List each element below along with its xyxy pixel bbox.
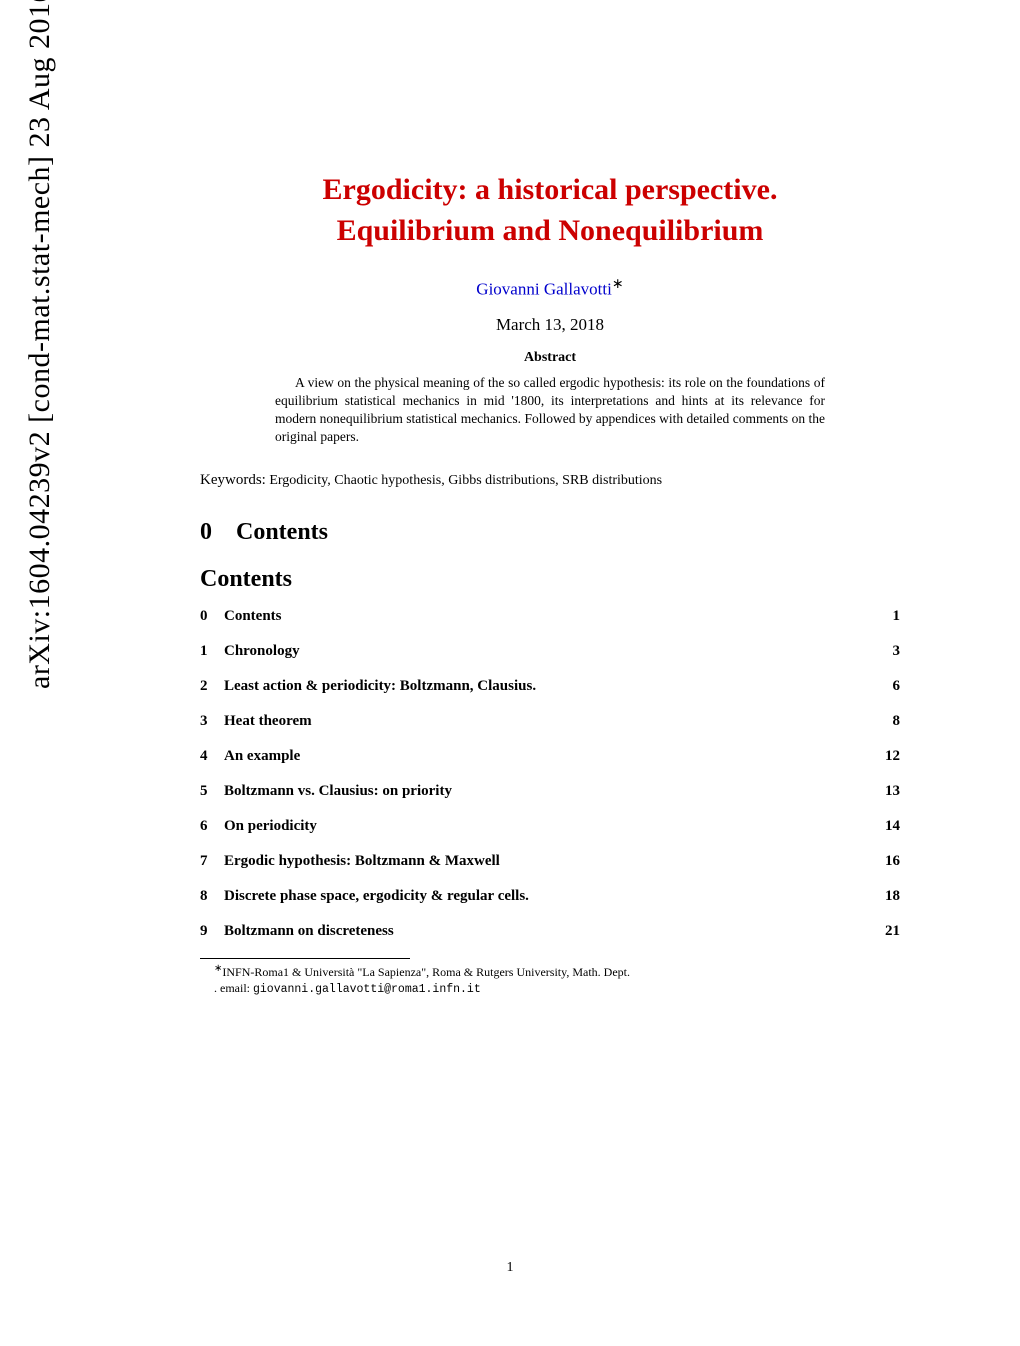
toc-entry-number: 5 — [200, 783, 224, 800]
toc-entry-number: 2 — [200, 678, 224, 695]
section-number: 0 — [200, 519, 212, 545]
toc-entry-page: 1 — [870, 608, 900, 625]
toc-entry-page: 12 — [870, 748, 900, 765]
toc-entry-title: Boltzmann on discreteness — [224, 923, 870, 940]
toc-entry-title: Boltzmann vs. Clausius: on priority — [224, 783, 870, 800]
keywords-label: Keywords: — [200, 472, 266, 488]
page-number: 1 — [0, 1260, 1020, 1276]
footnote-separator — [200, 958, 410, 959]
toc-entry-title: On periodicity — [224, 818, 870, 835]
footnote-text: INFN-Roma1 & Università "La Sapienza", R… — [222, 965, 630, 979]
arxiv-identifier: arXiv:1604.04239v2 [cond-mat.stat-mech] … — [23, 0, 57, 689]
toc-entry-page: 18 — [870, 888, 900, 905]
footnote-email-label: . email: — [214, 981, 253, 995]
table-of-contents: 0 Contents 1 1 Chronology 3 2 Least acti… — [200, 608, 900, 940]
paper-date: March 13, 2018 — [200, 315, 900, 335]
abstract-heading: Abstract — [200, 350, 900, 366]
toc-entry[interactable]: 5 Boltzmann vs. Clausius: on priority 13 — [200, 783, 900, 800]
section-title: Contents — [236, 519, 328, 545]
toc-entry-page: 6 — [870, 678, 900, 695]
toc-entry-page: 8 — [870, 713, 900, 730]
toc-entry[interactable]: 9 Boltzmann on discreteness 21 — [200, 923, 900, 940]
toc-entry-number: 8 — [200, 888, 224, 905]
toc-entry[interactable]: 3 Heat theorem 8 — [200, 713, 900, 730]
toc-entry-title: Discrete phase space, ergodicity & regul… — [224, 888, 870, 905]
toc-entry-page: 3 — [870, 643, 900, 660]
toc-entry-number: 1 — [200, 643, 224, 660]
toc-entry-number: 9 — [200, 923, 224, 940]
page-content: Ergodicity: a historical perspective. Eq… — [200, 0, 900, 998]
toc-entry-page: 14 — [870, 818, 900, 835]
keywords-text: Ergodicity, Chaotic hypothesis, Gibbs di… — [266, 473, 662, 488]
abstract-body: A view on the physical meaning of the so… — [275, 374, 825, 447]
toc-entry-title: Heat theorem — [224, 713, 870, 730]
footnote-email-address: giovanni.gallavotti@roma1.infn.it — [253, 983, 481, 996]
toc-entry-page: 21 — [870, 923, 900, 940]
title-line-2: Equilibrium and Nonequilibrium — [337, 214, 764, 247]
author-footnote-marker: ∗ — [612, 276, 624, 292]
toc-entry-page: 16 — [870, 853, 900, 870]
toc-entry-title: Chronology — [224, 643, 870, 660]
toc-entry-number: 3 — [200, 713, 224, 730]
title-line-1: Ergodicity: a historical perspective. — [323, 173, 778, 206]
paper-title: Ergodicity: a historical perspective. Eq… — [200, 170, 900, 251]
toc-entry[interactable]: 4 An example 12 — [200, 748, 900, 765]
toc-entry-title: Contents — [224, 608, 870, 625]
author-name: Giovanni Gallavotti∗ — [200, 276, 900, 300]
section-0-heading: 0 Contents — [200, 519, 900, 546]
toc-entry[interactable]: 6 On periodicity 14 — [200, 818, 900, 835]
footnote-email-line: . email: giovanni.gallavotti@roma1.infn.… — [200, 980, 900, 998]
toc-entry-number: 6 — [200, 818, 224, 835]
toc-entry-page: 13 — [870, 783, 900, 800]
toc-entry[interactable]: 1 Chronology 3 — [200, 643, 900, 660]
author-text: Giovanni Gallavotti — [476, 280, 612, 299]
keywords-line: Keywords: Ergodicity, Chaotic hypothesis… — [200, 472, 900, 489]
toc-entry[interactable]: 2 Least action & periodicity: Boltzmann,… — [200, 678, 900, 695]
toc-entry[interactable]: 8 Discrete phase space, ergodicity & reg… — [200, 888, 900, 905]
footnote-affiliation: ∗INFN-Roma1 & Università "La Sapienza", … — [200, 962, 900, 981]
toc-entry-number: 4 — [200, 748, 224, 765]
contents-heading: Contents — [200, 566, 900, 593]
toc-entry[interactable]: 0 Contents 1 — [200, 608, 900, 625]
toc-entry[interactable]: 7 Ergodic hypothesis: Boltzmann & Maxwel… — [200, 853, 900, 870]
toc-entry-number: 7 — [200, 853, 224, 870]
toc-entry-title: Least action & periodicity: Boltzmann, C… — [224, 678, 870, 695]
toc-entry-title: Ergodic hypothesis: Boltzmann & Maxwell — [224, 853, 870, 870]
toc-entry-number: 0 — [200, 608, 224, 625]
toc-entry-title: An example — [224, 748, 870, 765]
